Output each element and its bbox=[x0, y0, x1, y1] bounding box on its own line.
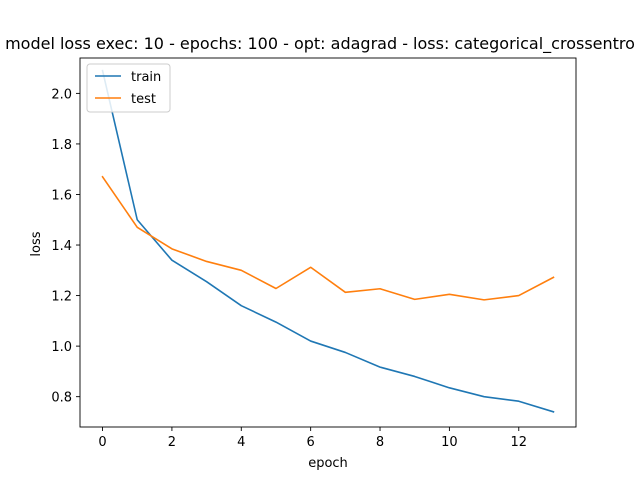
y-axis-label: loss bbox=[29, 231, 44, 256]
series-layer bbox=[101, 69, 555, 413]
x-tick-label: 4 bbox=[237, 435, 245, 450]
x-tick-label: 6 bbox=[307, 435, 315, 450]
chart-title: model loss exec: 10 - epochs: 100 - opt:… bbox=[5, 34, 635, 54]
x-tick-label: 0 bbox=[98, 435, 106, 450]
y-tick-label: 1.2 bbox=[51, 290, 72, 305]
y-tick-label: 0.8 bbox=[51, 391, 72, 406]
legend-label-test: test bbox=[131, 92, 156, 107]
legend: train test bbox=[86, 63, 171, 113]
x-tick-label: 10 bbox=[441, 435, 458, 450]
x-axis-label: epoch bbox=[308, 456, 348, 471]
y-tick-label: 1.6 bbox=[51, 188, 72, 203]
y-tick-label: 2.0 bbox=[51, 87, 72, 102]
axes-frame bbox=[79, 57, 577, 428]
plot-area bbox=[80, 58, 576, 427]
x-tick-label: 8 bbox=[376, 435, 384, 450]
y-tick-label: 1.8 bbox=[51, 138, 72, 153]
legend-label-train: train bbox=[131, 70, 161, 85]
y-tick-label: 1.4 bbox=[51, 239, 72, 254]
axes-layer: 0 2 4 6 8 10 12 0.8 1.0 1.2 1.4 1.6 1.8 2.0 bbox=[51, 57, 577, 450]
x-tick-label: 2 bbox=[168, 435, 176, 450]
plot-background bbox=[80, 58, 576, 427]
series-line-train bbox=[101, 69, 555, 413]
series-line-test bbox=[101, 175, 555, 301]
x-tick-label: 12 bbox=[510, 435, 527, 450]
y-tick-label: 1.0 bbox=[51, 340, 72, 355]
